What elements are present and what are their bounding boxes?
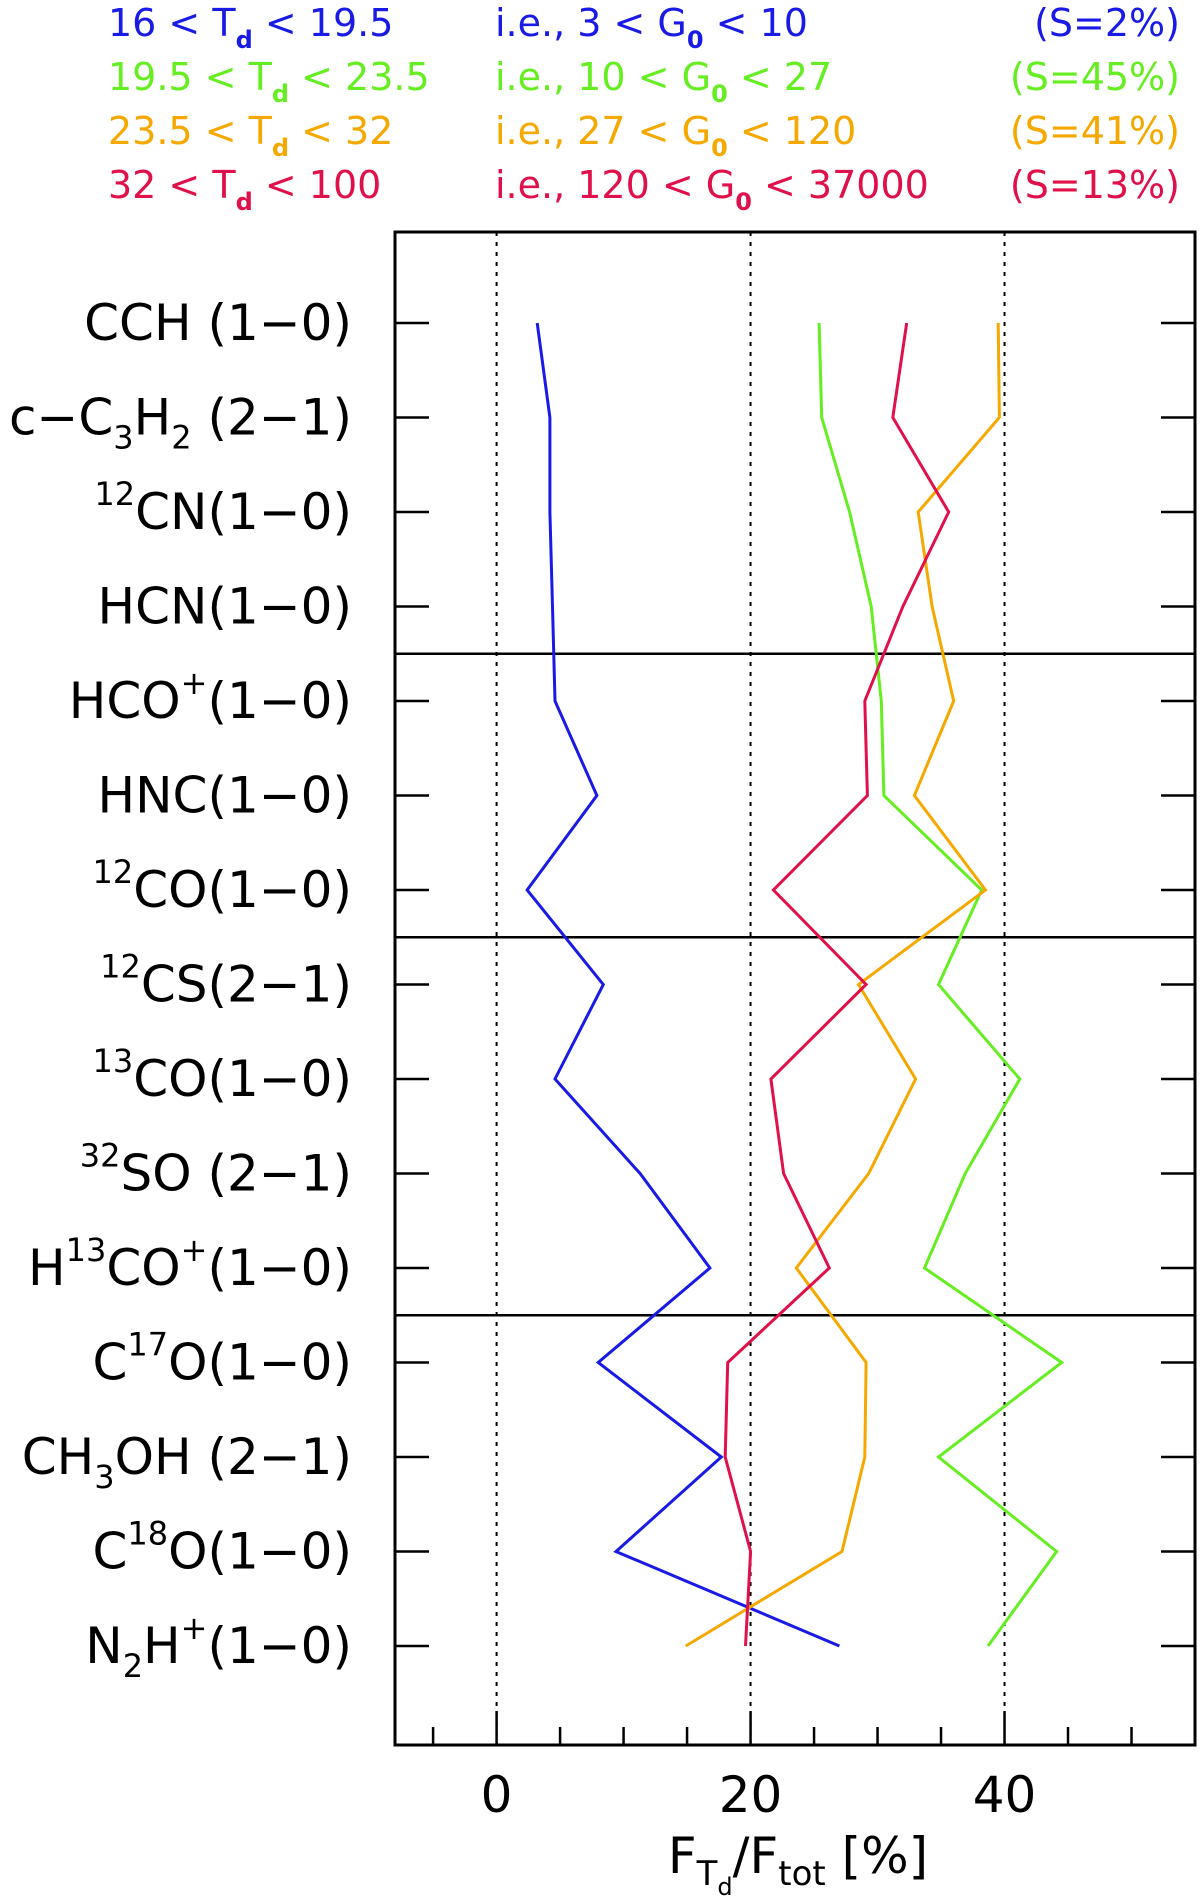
plot-border: [393, 230, 1197, 1747]
y-label-c3h2: c−C3H2 (2−1): [9, 389, 352, 457]
y-label-c17o: C17O(1−0): [92, 1326, 352, 1392]
y-label-co12: 12CO(1−0): [92, 853, 352, 919]
legend-range: 19.5 < Td < 23.5: [108, 55, 430, 108]
legend-ie: i.e., 120 < G0 < 37000: [495, 163, 929, 216]
legend-ie: i.e., 10 < G0 < 27: [495, 55, 832, 108]
x-axis-title: FTd/Ftot [%]: [668, 1827, 928, 1896]
y-label-h13cop: H13CO+(1−0): [28, 1231, 352, 1297]
y-label-hcn: HCN(1−0): [98, 578, 352, 636]
y-label-n2hp: N2H+(1−0): [85, 1609, 352, 1685]
legend-range: 16 < Td < 19.5: [108, 1, 393, 54]
x-tick-label: 0: [481, 1766, 513, 1824]
legend-share: (S=13%): [1010, 163, 1180, 207]
series-line: [525, 322, 840, 1648]
x-tick-label: 40: [973, 1766, 1037, 1824]
series-line: [685, 322, 1001, 1648]
legend-entry: 32 < Td < 100 i.e., 120 < G0 < 37000 (S=13…: [108, 163, 1180, 216]
y-label-c18o: C18O(1−0): [92, 1515, 352, 1581]
y-label-hnc: HNC(1−0): [98, 767, 352, 825]
legend-range: 23.5 < Td < 32: [108, 109, 393, 162]
y-label-ch3oh: CH3OH (2−1): [22, 1428, 352, 1496]
legend-ie: i.e., 3 < G0 < 10: [495, 1, 808, 54]
y-tick-labels: CCH (1−0) c−C3H2 (2−1) 12CN(1−0) HCN(1−0) HC…: [9, 294, 352, 1685]
y-label-so32: 32SO (2−1): [80, 1137, 352, 1203]
grid-lines: [495, 232, 1006, 1745]
legend-entry: 19.5 < Td < 23.5 i.e., 10 < G0 < 27 (S=45%…: [108, 55, 1180, 108]
legend-range: 32 < Td < 100: [108, 163, 381, 216]
series-line: [723, 322, 951, 1647]
y-label-cn: 12CN(1−0): [94, 475, 352, 541]
legend: 16 < Td < 19.5 i.e., 3 < G0 < 10 (S=2%) 19.…: [108, 1, 1180, 216]
x-tick-labels: 0 20 40: [481, 1766, 1037, 1824]
legend-ie: i.e., 27 < G0 < 120: [495, 109, 856, 162]
plot-frame: [393, 230, 1197, 1747]
y-label-co13: 13CO(1−0): [92, 1042, 352, 1108]
series-line: [817, 322, 1065, 1647]
y-label-cch: CCH (1−0): [84, 294, 352, 352]
y-label-hcop: HCO+(1−0): [69, 664, 352, 730]
legend-entry: 23.5 < Td < 32 i.e., 27 < G0 < 120 (S=41%): [108, 109, 1180, 162]
y-label-cs12: 12CS(2−1): [100, 948, 352, 1014]
legend-entry: 16 < Td < 19.5 i.e., 3 < G0 < 10 (S=2%): [108, 1, 1180, 54]
group-separators: [395, 652, 1195, 1317]
x-axis-label: FTd/Ftot [%]: [668, 1827, 928, 1896]
x-tick-label: 20: [719, 1766, 783, 1824]
legend-share: (S=41%): [1010, 109, 1180, 153]
legend-share: (S=2%): [1034, 1, 1180, 45]
series-lines: [525, 322, 1065, 1648]
legend-share: (S=45%): [1010, 55, 1180, 99]
